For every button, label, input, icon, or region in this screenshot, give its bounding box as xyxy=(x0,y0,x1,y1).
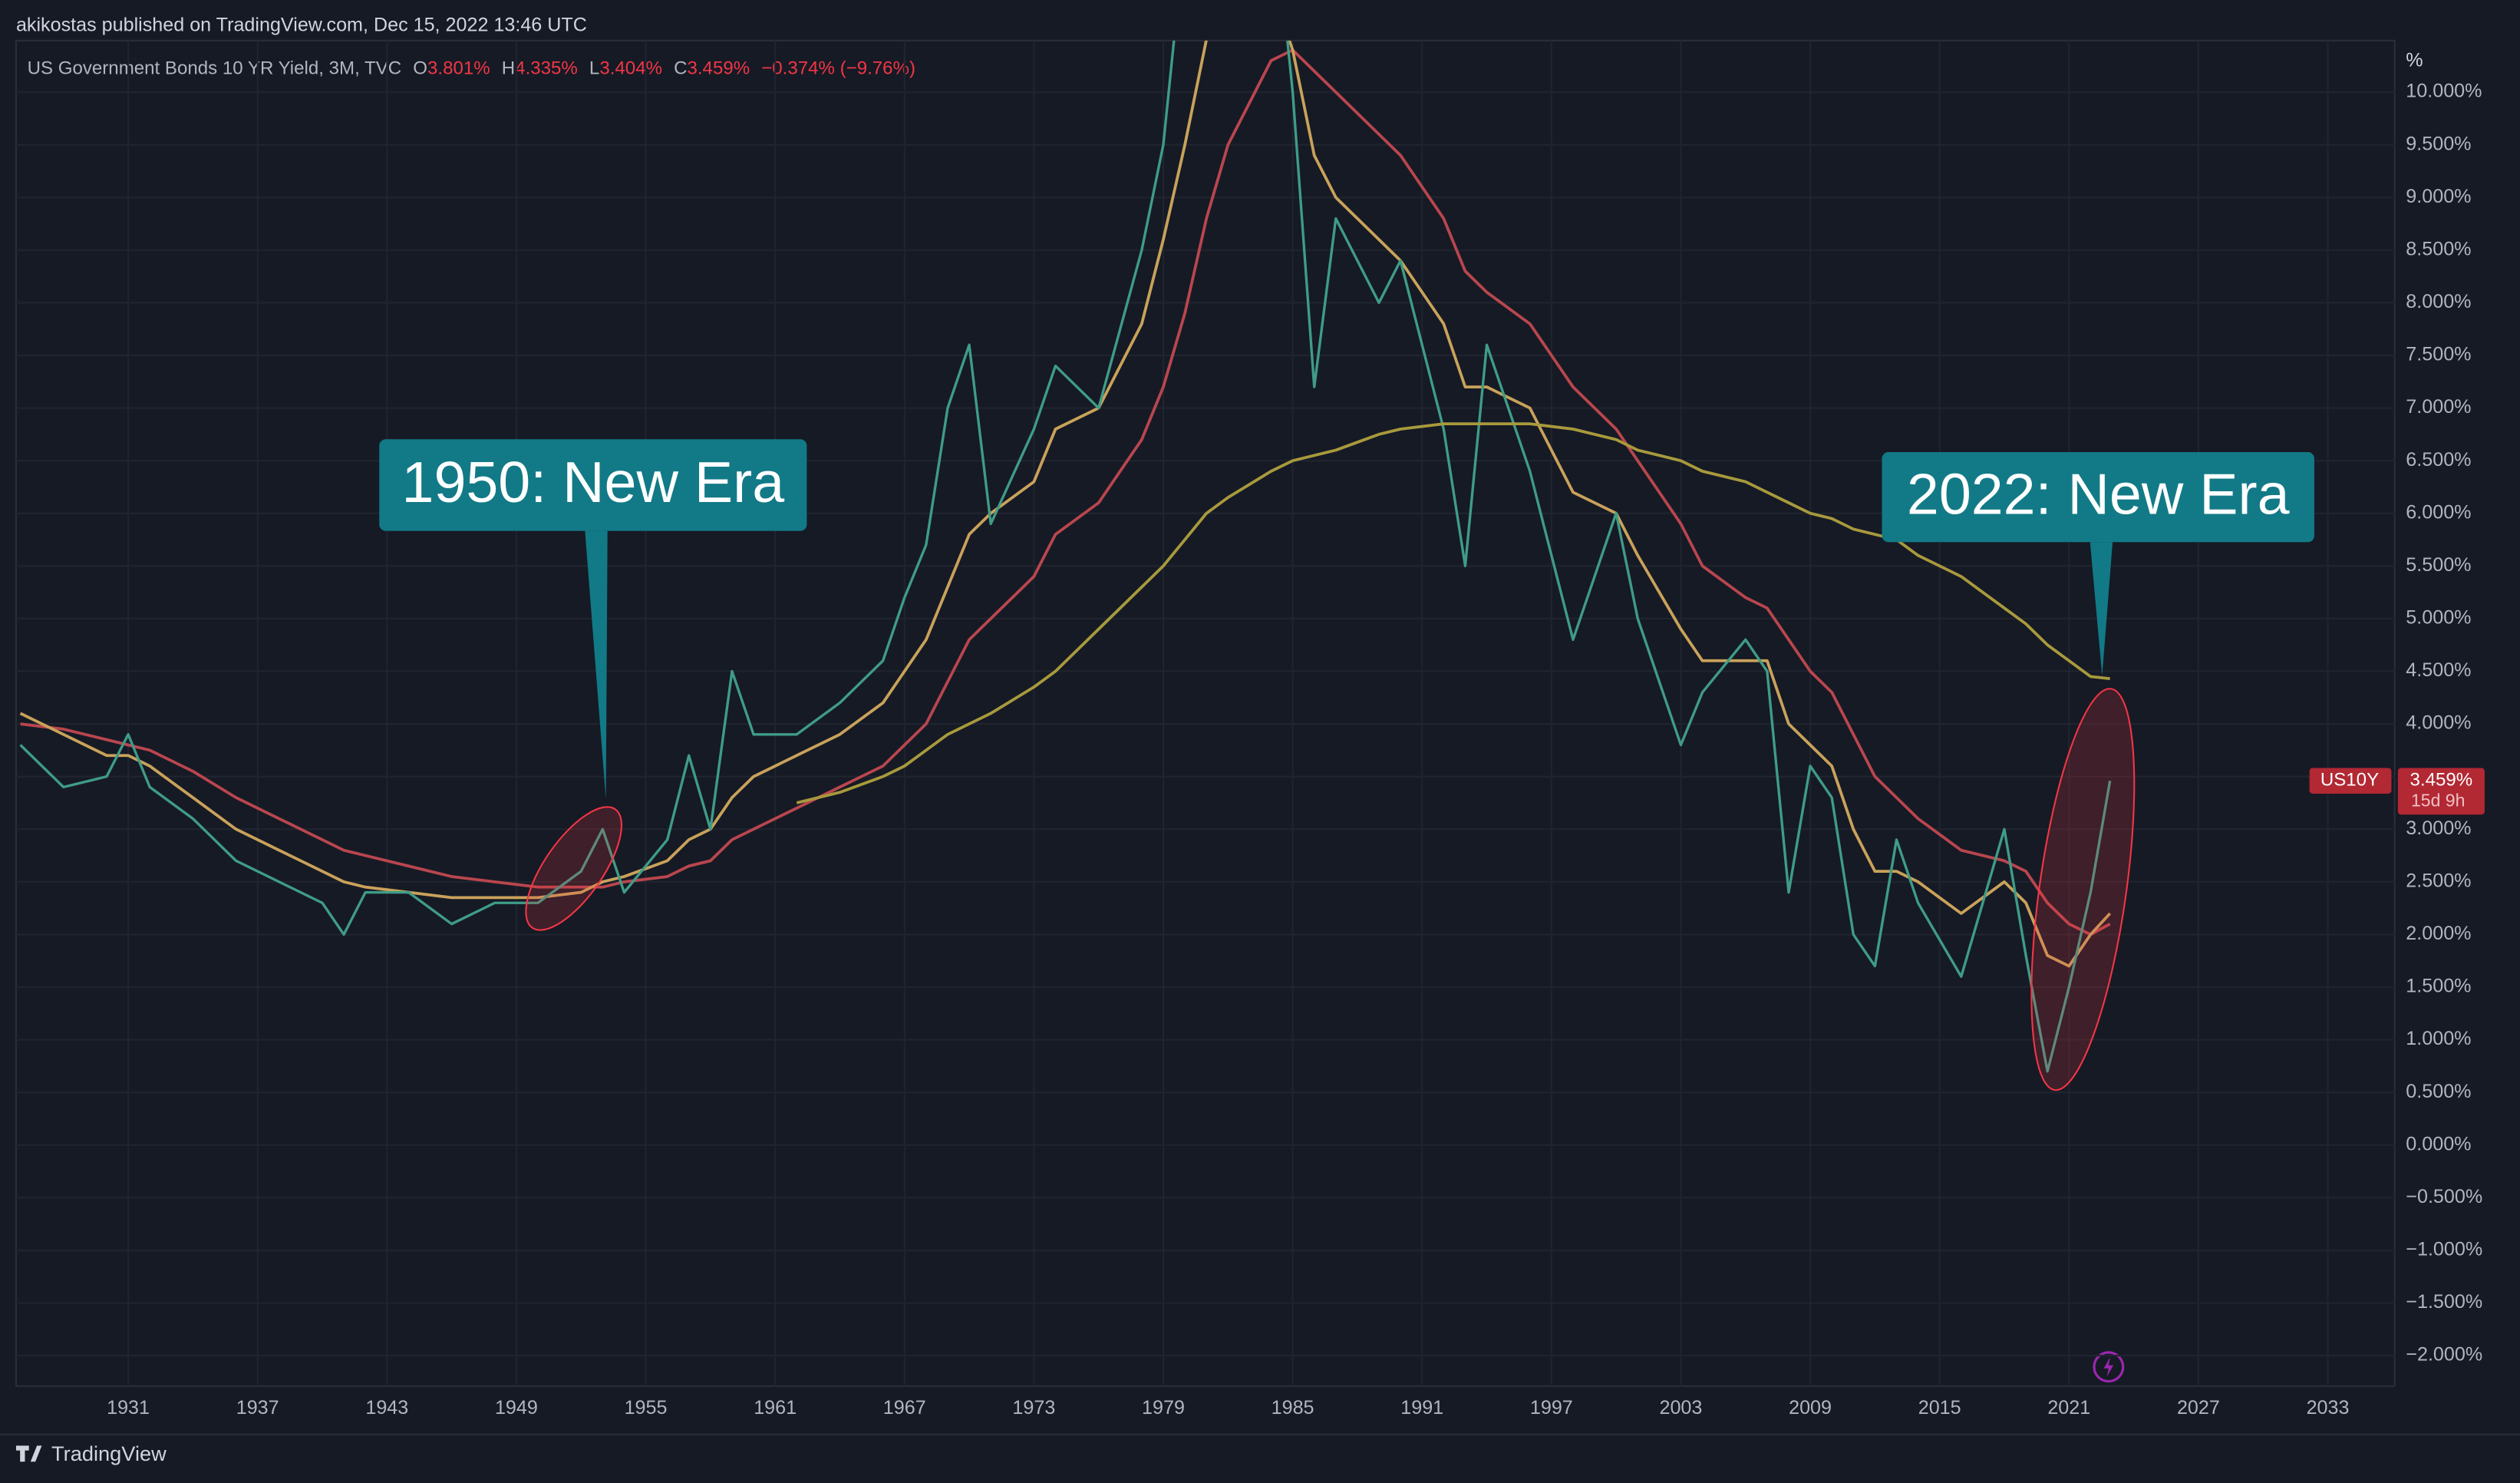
y-tick-label: 1.500% xyxy=(2406,976,2471,997)
x-tick-label: 1973 xyxy=(1012,1397,1055,1419)
callout-text: 2022: New Era xyxy=(1907,462,2290,527)
callout-box xyxy=(1882,452,2314,543)
x-tick-label: 1943 xyxy=(365,1397,408,1419)
footer-logo: TradingView xyxy=(15,1442,167,1465)
legend-open: 3.801% xyxy=(427,58,490,79)
x-tick-label: 2027 xyxy=(2177,1397,2220,1419)
x-tick-label: 2021 xyxy=(2047,1397,2090,1419)
price-tag-countdown: 15d 9h xyxy=(2411,791,2465,811)
logo-mark xyxy=(15,1445,42,1462)
x-tick-label: 1961 xyxy=(754,1397,797,1419)
legend-open-label: O xyxy=(413,58,427,79)
y-tick-label: 10.000% xyxy=(2406,81,2482,102)
highlight-ellipse xyxy=(2030,688,2136,1092)
highlight-ellipse xyxy=(525,806,623,931)
y-tick-label: −2.000% xyxy=(2406,1344,2482,1366)
y-tick-label: 9.000% xyxy=(2406,186,2471,207)
y-tick-label: 8.500% xyxy=(2406,238,2471,259)
legend-symbol: US Government Bonds 10 YR Yield, 3M, TVC xyxy=(28,58,402,79)
y-tick-label: 0.000% xyxy=(2406,1133,2471,1154)
callout: 2022: New Era xyxy=(1882,452,2314,1092)
y-tick-label: 4.000% xyxy=(2406,712,2471,734)
price-tag-symbol: US10Y xyxy=(2320,770,2379,791)
x-tick-label: 1991 xyxy=(1400,1397,1443,1419)
x-tick-label: 2009 xyxy=(1789,1397,1832,1419)
legend: US Government Bonds 10 YR Yield, 3M, TVC… xyxy=(28,58,915,79)
x-tick-label: 1997 xyxy=(1530,1397,1573,1419)
x-tick-label: 1937 xyxy=(236,1397,279,1419)
legend-high: 4.335% xyxy=(515,58,578,79)
x-tick-label: 1967 xyxy=(883,1397,926,1419)
series-line xyxy=(19,40,2112,1073)
publisher-note: akikostas published on TradingView.com, … xyxy=(16,15,587,36)
y-tick-label: 8.000% xyxy=(2406,291,2471,312)
x-tick-label: 2015 xyxy=(1918,1397,1961,1419)
x-tick-label: 1985 xyxy=(1272,1397,1314,1419)
y-tick-label: 6.500% xyxy=(2406,449,2471,471)
y-tick-label: 2.000% xyxy=(2406,923,2471,944)
plot xyxy=(19,40,2112,1073)
y-tick-label: −0.500% xyxy=(2406,1186,2482,1207)
x-tick-label: 1931 xyxy=(107,1397,150,1419)
price-tag-bg xyxy=(2397,768,2485,815)
x-tick-label: 2033 xyxy=(2307,1397,2350,1419)
series-line xyxy=(796,422,2110,804)
y-tick-label: 5.500% xyxy=(2406,554,2471,576)
x-tick-label: 1949 xyxy=(495,1397,538,1419)
legend-change: −0.374% (−9.76%) xyxy=(761,58,915,79)
price-tag-price: 3.459% xyxy=(2410,770,2473,791)
icon-circle xyxy=(2093,1351,2125,1383)
callout-box xyxy=(379,439,807,531)
y-tick-label: 6.000% xyxy=(2406,501,2471,523)
series-line xyxy=(20,48,2111,936)
lightning-icon xyxy=(2093,1351,2125,1383)
series-line xyxy=(19,40,2112,968)
y-tick-label: 3.000% xyxy=(2406,817,2471,839)
y-tick-label: −1.000% xyxy=(2406,1239,2482,1260)
callout-text: 1950: New Era xyxy=(402,450,785,514)
grid xyxy=(15,40,2395,1386)
y-tick-label: 7.500% xyxy=(2406,344,2471,365)
price-tag-symbol-bg xyxy=(2309,768,2392,794)
y-tick-label: 2.500% xyxy=(2406,870,2471,891)
callout-pointer xyxy=(2090,542,2113,676)
x-tick-label: 1955 xyxy=(625,1397,668,1419)
legend-close-label: C xyxy=(674,58,687,79)
x-tick-label: 2003 xyxy=(1659,1397,1702,1419)
y-tick-label: 7.000% xyxy=(2406,396,2471,418)
y-tick-label: −1.500% xyxy=(2406,1291,2482,1313)
legend-high-label: H xyxy=(502,58,515,79)
y-tick-label: 0.500% xyxy=(2406,1081,2471,1102)
icon-bolt xyxy=(2103,1357,2114,1377)
legend-low-label: L xyxy=(589,58,599,79)
price-tag: US10Y 3.459%15d 9h xyxy=(2309,768,2485,815)
legend-close: 3.459% xyxy=(687,58,750,79)
legend-low: 3.404% xyxy=(599,58,662,79)
y-tick-label: 1.000% xyxy=(2406,1028,2471,1049)
x-tick-label: 1979 xyxy=(1142,1397,1185,1419)
y-tick-label: 9.500% xyxy=(2406,133,2471,154)
axis-unit: % xyxy=(2406,50,2423,71)
callout: 1950: New Era xyxy=(379,439,807,931)
callout-pointer xyxy=(585,530,608,800)
plot-area xyxy=(15,39,2396,1387)
y-tick-label: 4.500% xyxy=(2406,659,2471,681)
y-tick-label: 5.000% xyxy=(2406,607,2471,629)
footer-brand: TradingView xyxy=(51,1442,167,1465)
